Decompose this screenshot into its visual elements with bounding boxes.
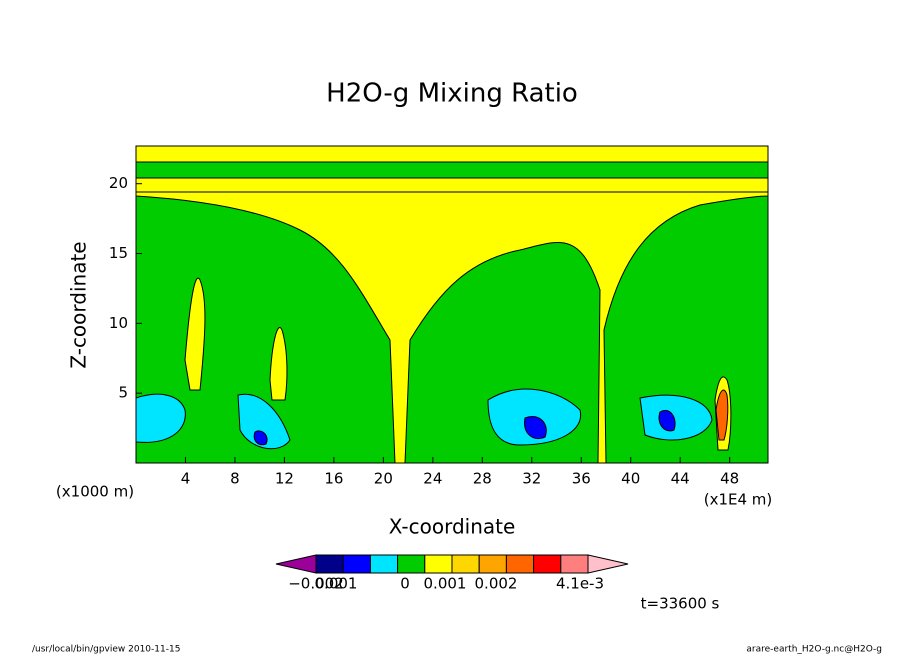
y-tick-label: 5 — [118, 384, 128, 402]
x-unit-right: (x1E4 m) — [704, 491, 773, 509]
y-axis-label: Z-coordinate — [67, 241, 91, 368]
footer-left: /usr/local/bin/gpview 2010-11-15 — [32, 645, 180, 654]
x-tick-label: 48 — [720, 470, 739, 488]
x-axis-label: X-coordinate — [389, 515, 516, 539]
colorbar-segment — [505, 554, 535, 574]
x-tick-label: 8 — [230, 470, 240, 488]
colorbar-segment — [560, 554, 589, 574]
x-tick-label: 28 — [473, 470, 492, 488]
y-tick-label: 10 — [109, 314, 128, 332]
colorbar-segment — [315, 554, 344, 574]
y-tick-label: 15 — [109, 244, 128, 262]
colorbar-segment — [533, 554, 562, 574]
chart-title: H2O-g Mixing Ratio — [326, 79, 578, 109]
x-tick-label: 40 — [621, 470, 640, 488]
x-tick-label: 16 — [324, 470, 343, 488]
colorbar-arrow — [587, 554, 629, 574]
x-tick-label: 32 — [522, 470, 541, 488]
colorbar-segment — [342, 554, 371, 574]
colorbar-label: 0.001 — [315, 575, 358, 593]
footer-right: arare-earth_H2O-g.nc@H2O-g — [746, 645, 882, 654]
colorbar-label: 0.002 — [475, 575, 518, 593]
y-tick-label: 20 — [109, 174, 128, 192]
x-tick-label: 36 — [572, 470, 591, 488]
x-tick-label: 4 — [181, 470, 191, 488]
colorbar-segment — [451, 554, 480, 574]
colorbar-segment — [478, 554, 507, 574]
x-tick-label: 44 — [671, 470, 690, 488]
plot-frame — [135, 145, 769, 464]
colorbar-arrow — [275, 554, 317, 574]
colorbar-label: 0.001 — [424, 575, 467, 593]
colorbar-segment — [424, 554, 453, 574]
x-unit: (x1000 m) — [56, 483, 134, 501]
colorbar-segment — [369, 554, 399, 574]
contour-field — [136, 146, 768, 463]
colorbar-label: −0.002 — [288, 575, 344, 593]
x-tick-label: 20 — [374, 470, 393, 488]
colorbar-label: 0 — [400, 575, 410, 593]
colorbar-label: 4.1e-3 — [556, 575, 604, 593]
time-label: t=33600 s — [641, 595, 720, 613]
x-tick-label: 24 — [423, 470, 442, 488]
x-tick-label: 12 — [275, 470, 294, 488]
colorbar-segment — [397, 554, 426, 574]
